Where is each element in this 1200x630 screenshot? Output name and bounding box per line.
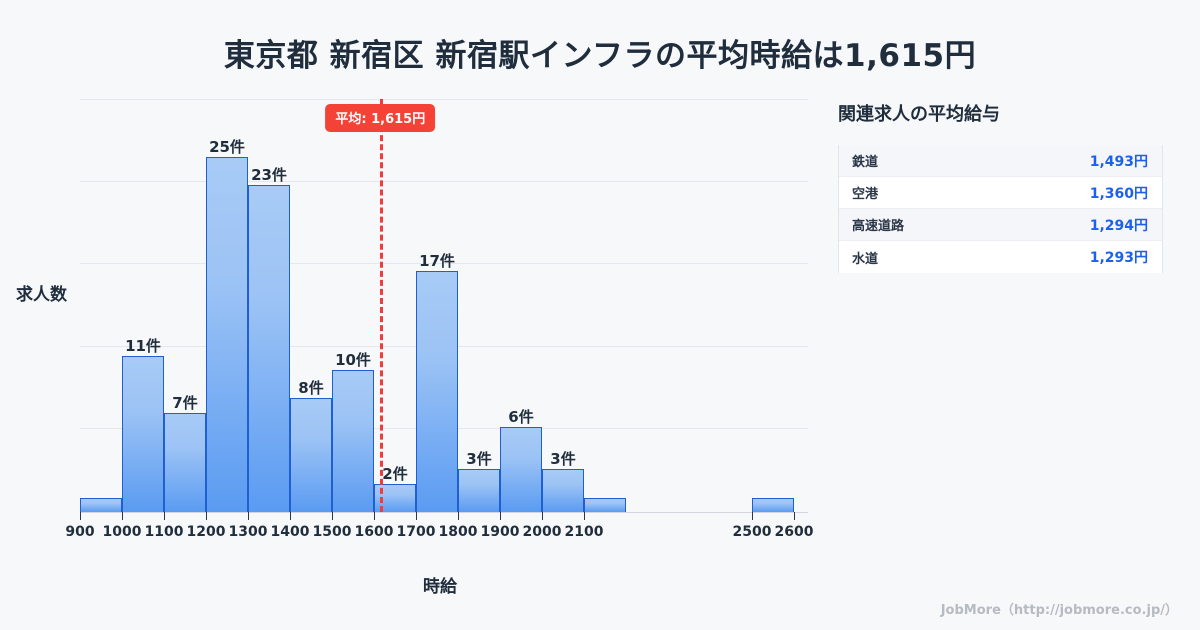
bar-value-label: 10件 — [335, 351, 371, 369]
related-salary-row: 高速道路 1,294円 — [839, 209, 1162, 241]
bar — [164, 413, 206, 512]
bar — [248, 185, 290, 512]
bar — [752, 498, 794, 512]
x-axis-tick-label: 1000 — [102, 524, 142, 540]
bar-value-label: 6件 — [508, 408, 534, 426]
related-salary-category: 水道 — [852, 251, 879, 267]
page-title: 東京都 新宿区 新宿駅インフラの平均時給は1,615円 — [223, 38, 977, 74]
bar — [206, 157, 248, 512]
x-axis-tick-label: 1900 — [480, 524, 520, 540]
bar-value-label: 3件 — [466, 450, 492, 468]
related-salary-row: 水道 1,293円 — [839, 241, 1162, 273]
average-line — [380, 99, 384, 512]
x-axis-line — [80, 512, 808, 513]
x-axis-tick-label: 2000 — [522, 524, 562, 540]
footer-credit: JobMore（http://jobmore.co.jp/） — [940, 603, 1178, 618]
x-axis-tick — [542, 512, 543, 520]
x-axis-tick-label: 1800 — [438, 524, 478, 540]
gridline — [80, 263, 808, 264]
x-axis-tick — [80, 512, 81, 520]
bar — [290, 398, 332, 512]
related-salary-panel: 関連求人の平均給与 鉄道 1,493円空港 1,360円高速道路 1,294円水道 1,… — [838, 100, 1168, 273]
x-axis-tick-label: 1100 — [144, 524, 184, 540]
x-axis-tick-label: 2600 — [774, 524, 814, 540]
related-salary-table: 鉄道 1,493円空港 1,360円高速道路 1,294円水道 1,293円 — [838, 145, 1163, 273]
x-axis-tick — [584, 512, 585, 520]
x-axis-title: 時給 — [423, 577, 457, 597]
x-axis-tick-label: 2100 — [564, 524, 604, 540]
related-salary-category: 高速道路 — [852, 219, 905, 234]
related-salary-category: 鉄道 — [852, 155, 879, 170]
bar-value-label: 23件 — [251, 166, 287, 184]
bar-value-label: 7件 — [172, 394, 198, 412]
x-axis-tick — [206, 512, 207, 520]
bar — [416, 271, 458, 512]
average-badge: 平均: 1,615円 — [325, 104, 436, 132]
related-salary-value: 1,360円 — [1089, 185, 1148, 202]
bar — [332, 370, 374, 512]
x-axis-tick-label: 1700 — [396, 524, 436, 540]
related-salary-value: 1,493円 — [1089, 153, 1148, 170]
bar-value-label: 2件 — [382, 465, 408, 483]
bar — [584, 498, 626, 512]
bar — [542, 469, 584, 512]
bar-value-label: 8件 — [298, 379, 324, 397]
x-axis-tick — [164, 512, 165, 520]
x-axis-tick — [332, 512, 333, 520]
x-axis-tick-label: 1300 — [228, 524, 268, 540]
related-salary-value: 1,293円 — [1089, 250, 1148, 266]
x-axis-tick — [290, 512, 291, 520]
bar — [500, 427, 542, 512]
x-axis-tick — [500, 512, 501, 520]
gridline — [80, 181, 808, 182]
x-axis-tick — [458, 512, 459, 520]
related-salary-value: 1,294円 — [1089, 217, 1148, 234]
x-axis-tick-label: 1400 — [270, 524, 310, 540]
x-axis-tick-label: 1200 — [186, 524, 226, 540]
related-salary-row: 鉄道 1,493円 — [839, 145, 1162, 177]
x-axis-tick — [794, 512, 795, 520]
x-axis-tick — [752, 512, 753, 520]
related-salary-title: 関連求人の平均給与 — [838, 104, 1000, 125]
x-axis-tick — [416, 512, 417, 520]
x-axis-tick-label: 1500 — [312, 524, 352, 540]
bar-value-label: 11件 — [125, 337, 161, 355]
x-axis-tick — [374, 512, 375, 520]
bar-value-label: 25件 — [209, 138, 245, 156]
bar — [122, 356, 164, 512]
x-axis-tick — [248, 512, 249, 520]
related-salary-category: 空港 — [852, 187, 879, 202]
histogram-chart: 11件 7件 25件 23件 8件 10件 2件 17件 3件 6件 3件 900 1000 1100 1… — [16, 99, 814, 597]
bar — [80, 498, 122, 512]
x-axis-tick — [122, 512, 123, 520]
y-axis-title: 求人数 — [16, 285, 67, 305]
related-salary-row: 空港 1,360円 — [839, 177, 1162, 209]
x-axis-tick-label: 2500 — [732, 524, 772, 540]
bar-value-label: 17件 — [419, 252, 455, 270]
x-axis-tick-label: 900 — [65, 524, 95, 540]
x-axis-tick-label: 1600 — [354, 524, 394, 540]
bar — [458, 469, 500, 512]
gridline — [80, 99, 808, 100]
bar-value-label: 3件 — [550, 450, 576, 468]
